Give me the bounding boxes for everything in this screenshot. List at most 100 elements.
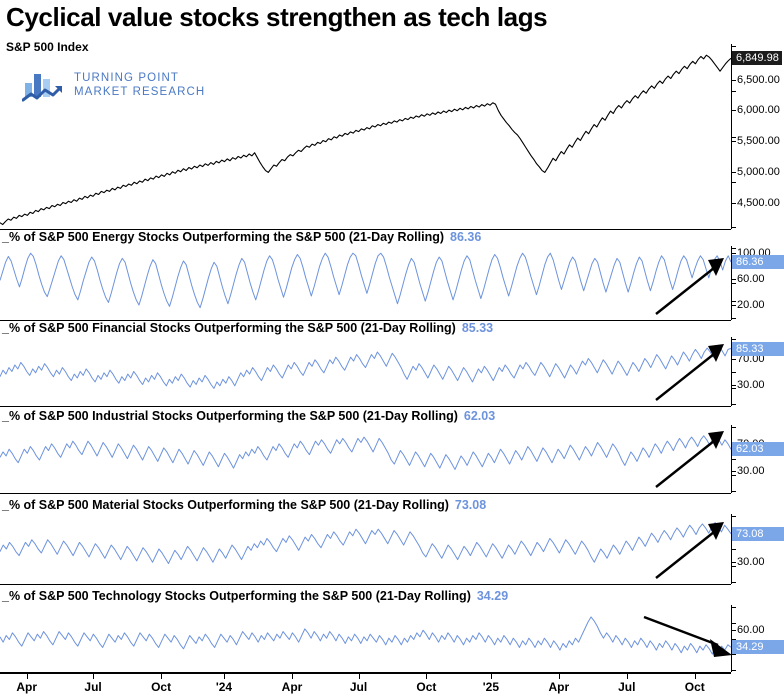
panel-separator <box>0 493 731 494</box>
line-sp500-price <box>0 54 732 226</box>
series-energy-breadth <box>0 252 732 309</box>
axis-tick-label: 70.00 <box>737 352 765 365</box>
axis-tick <box>731 384 736 386</box>
down-arrow-annotation <box>640 611 736 659</box>
axis-minor-tick <box>731 300 736 302</box>
line-technology-breadth <box>0 616 732 655</box>
axis-minor-tick <box>731 181 736 183</box>
x-axis-tick <box>358 674 360 679</box>
axis-minor-tick <box>731 475 736 476</box>
last-value-tag-technology-breadth: 34.29 <box>732 640 784 655</box>
last-value-tag-sp500-price: 6,849.98 <box>732 51 782 66</box>
axis-tick <box>731 202 736 204</box>
panel-title-technology-breadth: _% of S&P 500 Technology Stocks Outperfo… <box>2 589 508 603</box>
series-industrial-breadth <box>0 433 732 470</box>
axis-tick <box>731 305 736 306</box>
axis-minor-tick <box>731 459 736 460</box>
axis-tick <box>731 279 736 281</box>
up-arrow-annotation <box>650 520 728 582</box>
axis-tick <box>731 630 736 632</box>
axis-minor-tick <box>731 404 736 405</box>
line-financial-breadth <box>0 346 732 389</box>
right-value-axis: 6,500.00 6,000.00 5,500.00 5,000.00 4,500.00… <box>731 44 784 684</box>
axis-minor-tick <box>731 654 736 656</box>
panel-last-value: 86.36 <box>450 230 482 244</box>
panel-last-value: 73.08 <box>454 498 487 512</box>
x-axis-label: Oct <box>684 680 705 694</box>
logo-line-2: MARKET RESEARCH <box>74 86 206 98</box>
series-material-breadth <box>0 522 732 565</box>
x-axis-label: Apr <box>548 680 570 694</box>
x-axis-tick <box>558 674 560 679</box>
axis-tick-label: 30.00 <box>737 556 765 569</box>
axis-minor-tick <box>731 549 736 550</box>
panel-title-industrial-breadth: _% of S&P 500 Industrial Stocks Outperfo… <box>2 409 495 423</box>
axis-tick <box>731 358 736 360</box>
axis-minor-tick <box>731 670 736 671</box>
panel-title-label: _% of S&P 500 Industrial Stocks Outperfo… <box>2 409 458 423</box>
line-industrial-breadth <box>0 433 732 470</box>
axis-tick-label: 5,000.00 <box>737 165 780 178</box>
axis-minor-tick <box>731 491 736 492</box>
axis-tick <box>731 470 736 472</box>
axis-tick-label: 30.00 <box>737 378 765 391</box>
panel-title-material-breadth: _% of S&P 500 Material Stocks Outperform… <box>2 498 486 512</box>
axis-minor-tick <box>731 339 736 340</box>
axis-tick-label: 60.00 <box>737 624 765 637</box>
axis-tick <box>731 141 736 143</box>
x-axis-label: '24 <box>215 680 233 694</box>
axis-tick-label: 5,500.00 <box>737 135 780 148</box>
series-sp500-price <box>0 54 732 226</box>
panel-separator <box>0 406 731 407</box>
axis-minor-tick <box>731 516 736 517</box>
axis-minor-tick <box>731 355 736 357</box>
x-axis-label: Oct <box>151 680 172 694</box>
logo-bar-chart-icon <box>21 70 66 106</box>
panel-title-label: _% of S&P 500 Energy Stocks Outperformin… <box>2 230 445 244</box>
axis-tick-label: 4,500.00 <box>737 196 780 209</box>
axis-minor-tick <box>731 638 736 640</box>
axis-minor-tick <box>731 565 736 567</box>
panel-title-financial-breadth: _% of S&P 500 Financial Stocks Outperfor… <box>2 321 493 335</box>
up-arrow-annotation <box>650 256 728 318</box>
x-axis-line <box>0 672 731 674</box>
panel-last-value: 62.03 <box>463 409 496 423</box>
panel-title-energy-breadth: _% of S&P 500 Energy Stocks Outperformin… <box>2 230 481 244</box>
panel-material-breadth <box>0 514 732 584</box>
x-axis-tick <box>224 674 225 679</box>
axis-tick <box>731 253 736 255</box>
x-axis-label: Apr <box>281 680 303 694</box>
x-axis-tick <box>161 674 163 679</box>
logo: TURNING POINT MARKET RESEARCH <box>21 68 207 108</box>
panel-title-label: _% of S&P 500 Financial Stocks Outperfor… <box>2 321 456 335</box>
axis-minor-tick <box>731 318 736 319</box>
panel-energy-breadth <box>0 246 732 320</box>
axis-tick-label: 60.00 <box>737 273 765 286</box>
axis-tick-label: 6,000.00 <box>737 104 780 117</box>
panel-separator <box>0 320 731 321</box>
axis-minor-tick <box>731 582 736 583</box>
axis-tick <box>731 562 736 564</box>
x-axis-tick <box>694 674 696 679</box>
panel-last-value: 85.33 <box>461 321 494 335</box>
panel-sp500-price <box>0 44 732 229</box>
panel-title-label: _% of S&P 500 Technology Stocks Outperfo… <box>2 589 471 603</box>
panel-technology-breadth <box>0 605 732 672</box>
page-title: Cyclical value stocks strengthen as tech… <box>6 2 548 32</box>
x-axis-label: Apr <box>16 680 38 694</box>
x-axis-tick <box>292 674 293 679</box>
x-axis-label: Jul <box>84 680 102 694</box>
axis-minor-tick <box>731 91 736 93</box>
line-material-breadth <box>0 522 732 565</box>
axis-minor-tick <box>731 248 736 249</box>
series-financial-breadth <box>0 346 732 389</box>
panel-financial-breadth <box>0 337 732 406</box>
axis-tick <box>731 171 736 173</box>
axis-minor-tick <box>731 46 736 47</box>
axis-minor-tick <box>731 227 736 228</box>
axis-tick-label: 6,500.00 <box>737 73 780 86</box>
last-value-tag-financial-breadth: 85.33 <box>732 341 784 356</box>
panel-separator <box>0 584 731 585</box>
axis-tick-label: 20.00 <box>737 299 765 311</box>
